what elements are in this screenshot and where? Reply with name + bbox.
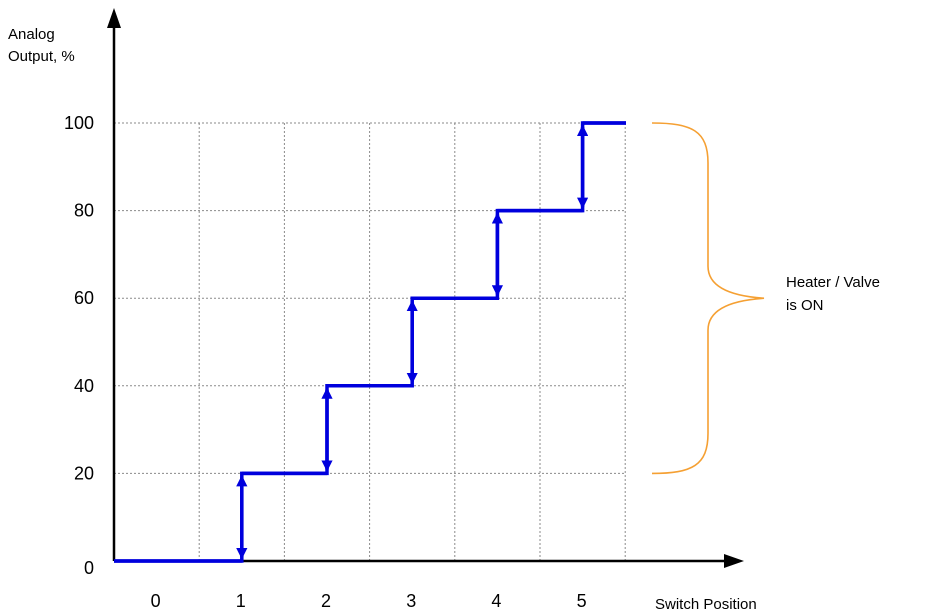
y-tick-label: 20 [74, 463, 94, 483]
x-tick-label: 0 [151, 591, 161, 611]
y-tick-label: 60 [74, 288, 94, 308]
x-tick-label: 5 [577, 591, 587, 611]
y-tick-label: 80 [74, 201, 94, 221]
y-tick-label: 40 [74, 376, 94, 396]
x-tick-label: 3 [406, 591, 416, 611]
annotation-label: is ON [786, 297, 824, 314]
y-axis-arrowhead [107, 8, 121, 28]
x-axis-arrowhead [724, 554, 744, 568]
annotation-label: Heater / Valve [786, 274, 880, 291]
x-tick-label: 1 [236, 591, 246, 611]
x-tick-label: 2 [321, 591, 331, 611]
annotation: Heater / Valve is ON [651, 122, 880, 475]
y-axis-title: Output, % [8, 48, 75, 65]
y-axis-title: Analog [8, 26, 55, 43]
y-tick-label: 100 [64, 113, 94, 133]
labels: 0 20 40 60 80 100 0 1 2 3 4 5 Analog Output, % Switch … [8, 26, 757, 613]
grid [114, 122, 626, 561]
axes [107, 8, 744, 568]
x-tick-label: 4 [491, 591, 501, 611]
x-axis-title: Switch Position [655, 596, 757, 613]
y-tick-label: 0 [84, 558, 94, 578]
curly-brace [651, 122, 765, 475]
transition-arrows [236, 124, 589, 560]
